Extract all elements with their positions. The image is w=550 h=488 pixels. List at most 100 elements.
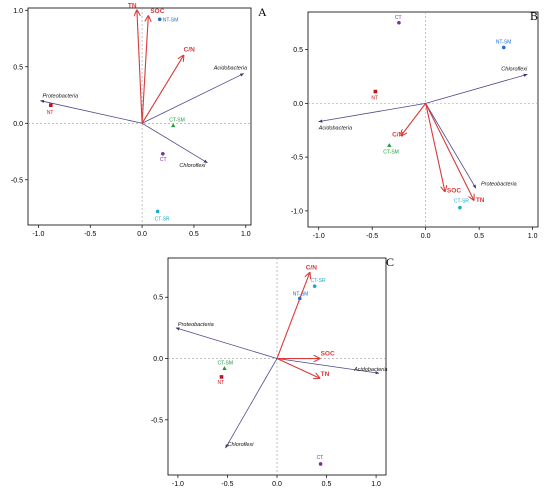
site-label: NT-SM bbox=[163, 17, 179, 23]
site-point bbox=[219, 375, 224, 379]
species-arrow bbox=[425, 73, 528, 104]
environmental-label: C/N bbox=[392, 132, 404, 139]
environmental-label: C/N bbox=[184, 46, 196, 53]
site-label: NT bbox=[47, 110, 54, 116]
site-point bbox=[458, 205, 462, 210]
environmental-arrow bbox=[401, 103, 427, 135]
site-point bbox=[397, 20, 401, 25]
species-label: Chloroflexi bbox=[501, 66, 528, 72]
site-point bbox=[501, 45, 506, 50]
x-tick-label: -0.5 bbox=[221, 481, 233, 488]
environmental-arrow bbox=[425, 103, 474, 200]
plot-frame bbox=[307, 11, 539, 228]
rda-panel-b: -1.0 -0.5 0.0 0.5 1.0 -1.0 -0.5 0.0 0.5 Chlorofle… bbox=[291, 9, 539, 240]
site-label: CT-SR bbox=[454, 199, 469, 205]
panel-letter: C bbox=[386, 255, 394, 269]
environmental-label: C/N bbox=[306, 265, 318, 272]
x-tick-label: 0.5 bbox=[189, 231, 199, 238]
site-point bbox=[161, 151, 165, 156]
site-label: CT-SM bbox=[169, 118, 185, 124]
site-point bbox=[312, 284, 317, 288]
y-tick-label: -1.0 bbox=[291, 208, 303, 215]
environmental-arrow bbox=[141, 55, 183, 124]
y-tick-label: 0.5 bbox=[153, 295, 163, 302]
species-label: Acidobacteria bbox=[318, 126, 352, 132]
site-label: NT-SM bbox=[293, 291, 309, 297]
species-label: Chloroflexi bbox=[179, 163, 206, 169]
species-arrow bbox=[425, 103, 477, 189]
environmental-arrow bbox=[141, 16, 148, 124]
y-tick-label: 0.5 bbox=[293, 47, 303, 54]
x-tick-label: -0.5 bbox=[84, 231, 96, 238]
species-arrow bbox=[225, 358, 278, 449]
y-tick-label: -0.5 bbox=[151, 417, 163, 424]
y-tick-label: 0.0 bbox=[153, 356, 163, 363]
x-tick-label: -1.0 bbox=[313, 233, 325, 240]
species-label: Chloroflexi bbox=[227, 442, 254, 448]
site-label: CT bbox=[317, 455, 324, 461]
site-label: CT bbox=[160, 157, 167, 163]
site-point bbox=[373, 89, 378, 94]
site-label: CT-SM bbox=[217, 360, 233, 366]
site-label: CT-SR bbox=[155, 216, 170, 222]
site-point bbox=[318, 462, 323, 466]
y-tick-label: 0.0 bbox=[293, 101, 303, 108]
site-point bbox=[297, 296, 302, 301]
y-tick-label: 0.0 bbox=[13, 121, 23, 128]
x-tick-label: 0.0 bbox=[137, 231, 147, 238]
species-label: Proteobacteria bbox=[178, 322, 214, 328]
rda-panel-a: -1.0 -0.5 0.0 0.5 1.0 -0.5 0.0 0.5 1.0 Acidobacte… bbox=[11, 2, 267, 238]
y-tick-label: -0.5 bbox=[11, 177, 23, 184]
species-label: Proteobacteria bbox=[42, 94, 78, 100]
x-tick-label: 0.0 bbox=[421, 233, 431, 240]
x-tick-label: 0.5 bbox=[474, 233, 484, 240]
species-label: Acidobacteria bbox=[353, 367, 387, 373]
site-label: NT bbox=[371, 96, 378, 102]
y-tick-label: -0.5 bbox=[291, 155, 303, 162]
environmental-arrow bbox=[425, 103, 445, 191]
environmental-arrow bbox=[276, 273, 310, 359]
site-point bbox=[155, 209, 160, 214]
x-tick-label: 0.5 bbox=[322, 481, 332, 488]
environmental-arrow bbox=[137, 10, 143, 124]
site-label: CT-SR bbox=[311, 278, 326, 284]
site-point bbox=[222, 366, 227, 370]
site-label: NT bbox=[218, 380, 225, 386]
site-label: CT bbox=[395, 15, 402, 21]
environmental-label: SOC bbox=[447, 188, 461, 195]
species-arrow bbox=[141, 122, 208, 164]
species-arrow bbox=[276, 358, 380, 375]
y-tick-label: 1.0 bbox=[13, 8, 23, 15]
species-label: Proteobacteria bbox=[481, 181, 517, 187]
environmental-label: SOC bbox=[321, 351, 335, 358]
x-tick-label: 0.0 bbox=[272, 481, 282, 488]
x-tick-label: -1.0 bbox=[172, 481, 184, 488]
site-label: NT-SM bbox=[496, 39, 512, 45]
rda-panel-c: -1.0 -0.5 0.0 0.5 1.0 -0.5 0.0 0.5 Proteobacteri… bbox=[151, 255, 394, 488]
panel-letter: B bbox=[530, 9, 538, 23]
site-point bbox=[387, 143, 392, 147]
y-tick-label: 0.5 bbox=[13, 64, 23, 71]
environmental-arrow bbox=[276, 358, 320, 379]
plot-frame bbox=[27, 7, 252, 226]
species-arrow bbox=[175, 327, 278, 359]
environmental-label: SOC bbox=[150, 8, 164, 15]
x-tick-label: 1.0 bbox=[528, 233, 538, 240]
x-tick-label: 1.0 bbox=[371, 481, 381, 488]
x-tick-label: -1.0 bbox=[32, 231, 44, 238]
species-arrow bbox=[40, 99, 143, 124]
site-point bbox=[49, 103, 53, 107]
site-point bbox=[171, 123, 176, 128]
environmental-label: TN bbox=[128, 2, 137, 9]
species-label: Acidobacteria bbox=[213, 66, 247, 72]
species-arrow bbox=[318, 102, 426, 123]
x-tick-label: 1.0 bbox=[241, 231, 251, 238]
site-label: CT-SM bbox=[383, 149, 399, 155]
environmental-label: TN bbox=[476, 197, 485, 204]
species-arrow bbox=[141, 73, 245, 124]
environmental-label: TN bbox=[321, 371, 330, 378]
site-point bbox=[157, 17, 162, 22]
panel-letter: A bbox=[258, 5, 267, 19]
x-tick-label: -0.5 bbox=[366, 233, 378, 240]
